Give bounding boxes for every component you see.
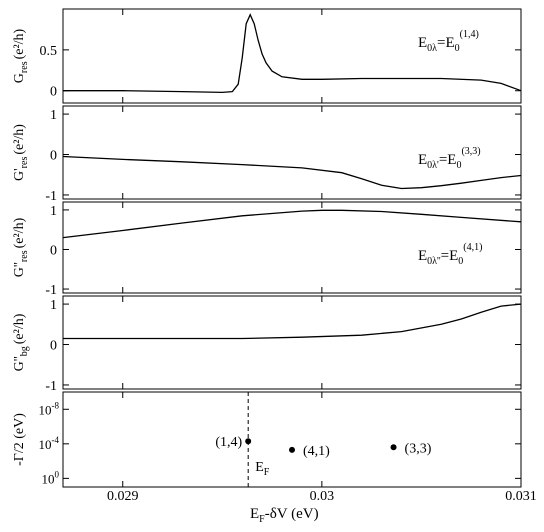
series-line-g_res_prime — [62, 155, 522, 190]
plot-frame — [62, 201, 522, 294]
data-point-label: (4,1) — [303, 444, 330, 459]
y-tick-label-exponent: -8 — [52, 400, 60, 410]
series-line-g_bg_dprime — [63, 303, 522, 340]
y-tick-label: 10-8 — [39, 400, 60, 417]
y-tick-label: -1 — [45, 283, 57, 298]
y-axis-label: Gres (e²/h) — [12, 28, 30, 83]
y-tick-label-base: 10 — [39, 402, 52, 417]
annotation-sup: (4,1) — [463, 242, 482, 253]
y-tick-label: 0 — [50, 339, 57, 354]
x-tick-label: 0.029 — [107, 489, 139, 504]
y-axis-label-sub: res — [19, 61, 30, 73]
y-axis-label-main: G'' — [12, 356, 27, 371]
annotation-sup: (1,4) — [460, 29, 479, 40]
data-point — [289, 446, 295, 453]
y-tick-label-exponent: 0 — [55, 469, 60, 479]
y-tick-label: 10-4 — [39, 435, 60, 452]
annotation-base: E — [418, 35, 427, 51]
energy-annotation: E0λ''=E0(4,1) — [418, 242, 482, 267]
series-line-g_res — [63, 13, 522, 94]
data-point — [390, 444, 397, 451]
annotation-sub: 0λ' — [427, 160, 439, 171]
annotation-sup: (3,3) — [461, 146, 480, 157]
y-axis-label-main: G'' — [12, 262, 27, 277]
y-tick-label: 0 — [50, 243, 57, 258]
y-tick-label: 1 — [50, 298, 57, 313]
y-tick-label: 0 — [50, 85, 57, 100]
annotation-eq: =E — [439, 152, 457, 168]
y-axis-label: G''res (e²/h) — [12, 217, 30, 277]
y-axis-label-sub: res — [19, 250, 30, 262]
annotation-sub2: 0 — [458, 256, 463, 267]
plot-frame — [62, 391, 522, 488]
fermi-energy-label: EF — [255, 460, 270, 478]
y-axis-label: G''bg (e²/h) — [12, 313, 30, 371]
x-tick-labels: 0.029 0.03 0.031 — [107, 489, 537, 504]
y-tick-label: 0.5 — [40, 44, 58, 59]
annotation-base: E — [418, 152, 427, 168]
x-axis-label: EF-δV (eV) — [250, 506, 319, 525]
fermi-label-sub: F — [264, 467, 270, 478]
y-tick-label-base: 10 — [42, 471, 55, 486]
y-axis-label-unit: (e²/h) — [12, 313, 27, 344]
fermi-label-main: E — [255, 460, 264, 475]
y-axis-label-sub: bg — [19, 346, 30, 356]
annotation-sub2: 0 — [456, 160, 461, 171]
y-tick-label: 100 — [42, 469, 60, 486]
energy-annotation: E0λ=E0(1,4) — [418, 29, 479, 54]
y-tick-label: 1 — [50, 204, 57, 219]
annotation-eq: =E — [441, 248, 459, 264]
y-tick-label: 0 — [50, 149, 57, 164]
data-point-label: (3,3) — [405, 441, 432, 456]
y-tick-label: -1 — [45, 379, 57, 394]
y-axis-label-main: -Γ/2 (eV) — [12, 413, 27, 466]
y-tick-label: -1 — [45, 189, 57, 204]
y-axis-label: -Γ/2 (eV) — [12, 413, 27, 466]
series-line-g_res_dprime — [62, 209, 522, 239]
annotation-sub2: 0 — [455, 43, 460, 54]
y-axis-label-main: G' — [12, 168, 27, 181]
x-tick-label: 0.031 — [505, 489, 537, 504]
y-axis-label-unit: (e²/h) — [12, 28, 27, 59]
annotation-sub: 0λ — [427, 43, 437, 54]
y-axis-label-unit: (e²/h) — [12, 124, 27, 155]
annotation-sub: 0λ'' — [427, 256, 441, 267]
y-tick-label-base: 10 — [39, 437, 52, 452]
y-tick-label: 1 — [50, 108, 57, 123]
data-point — [245, 438, 252, 445]
annotation-eq: =E — [437, 35, 455, 51]
annotation-base: E — [418, 248, 427, 264]
plot-frame — [62, 105, 522, 200]
data-point-label: (1,4) — [215, 435, 242, 450]
y-axis-label: G'res (e²/h) — [12, 124, 30, 181]
plot-frame — [62, 295, 522, 390]
y-axis-label-unit: (e²/h) — [12, 217, 27, 248]
y-tick-label-exponent: -4 — [52, 435, 60, 445]
y-axis-label-main: G — [12, 73, 27, 83]
x-axis: 0.029 0.03 0.031 EF-δV (eV) — [107, 489, 537, 525]
panel-g_bg_dprime: -1 0 1 G''bg (e²/h) — [12, 295, 522, 394]
x-tick-label: 0.03 — [310, 489, 335, 504]
plot-frame — [62, 8, 522, 104]
energy-annotation: E0λ'=E0(3,3) — [418, 146, 481, 171]
y-axis-label-sub: res — [19, 157, 30, 169]
